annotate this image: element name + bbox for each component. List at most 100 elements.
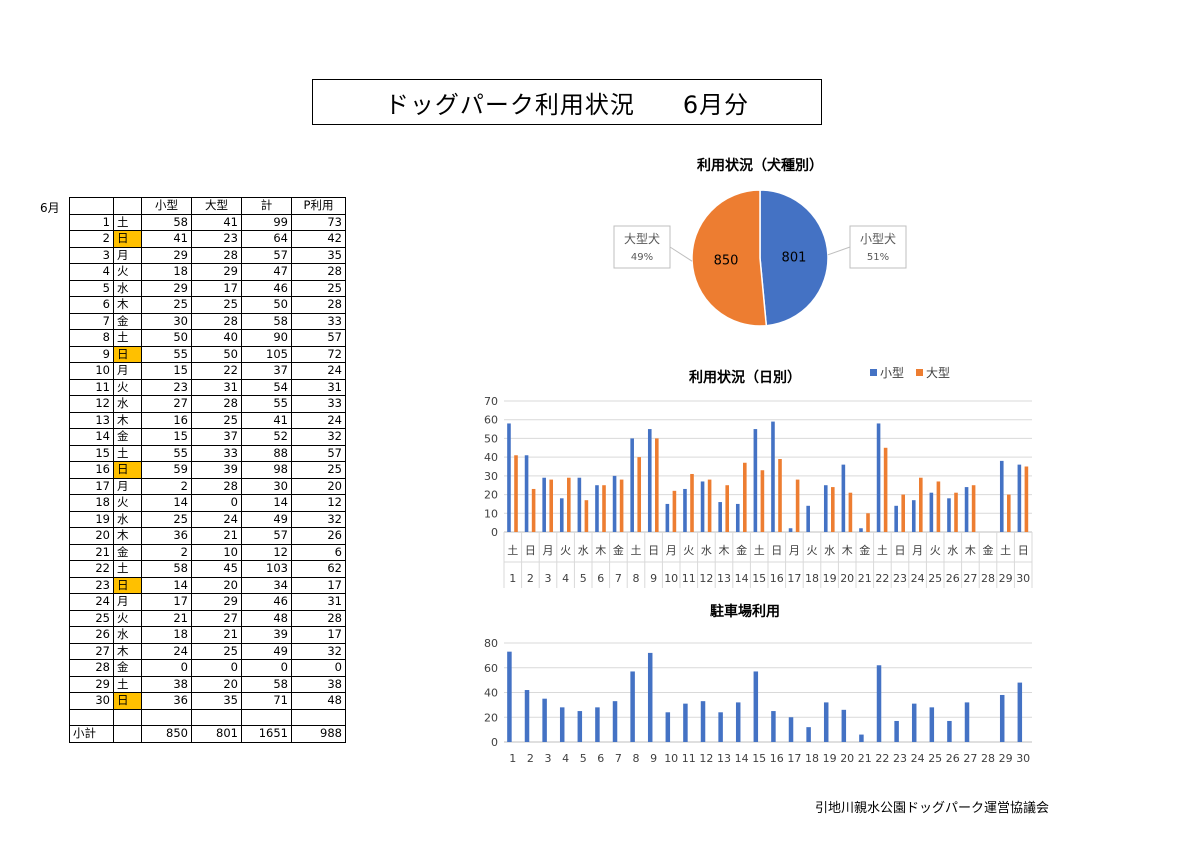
empty-cell [241, 708, 292, 726]
x-tick-label: 16 [770, 572, 784, 585]
x-weekday-label: 金 [859, 543, 870, 557]
bar-small [718, 502, 722, 532]
usage-table: 小型 大型計 P利用 1 土 58 41 99 73 2 日 41 23 64 42 3 月 29 28 57 35 4 火… [69, 197, 346, 743]
y-tick-label: 20 [484, 489, 498, 502]
bar-parking [876, 665, 882, 742]
parking-cell: 28 [291, 296, 346, 314]
x-tick-label: 16 [770, 752, 784, 765]
empty-cell [291, 708, 346, 726]
small-dog-cell: 36 [141, 527, 192, 545]
parking-cell: 28 [291, 263, 346, 281]
bar-large [725, 485, 730, 532]
weekday-cell: 日 [113, 345, 142, 363]
x-tick-label: 27 [963, 752, 977, 765]
small-dog-cell: 15 [141, 362, 192, 380]
bar-small [577, 477, 582, 532]
table-row: 17 月 2 28 30 20 [69, 477, 346, 495]
subtotal-large: 801 [191, 725, 242, 743]
x-weekday-label: 火 [683, 544, 694, 557]
x-tick-label: 25 [928, 752, 942, 765]
total-cell: 64 [241, 230, 292, 248]
small-dog-cell: 0 [141, 659, 192, 677]
table-row: 13 木 16 25 41 24 [69, 411, 346, 429]
bar-small [806, 505, 810, 532]
total-cell: 49 [241, 642, 292, 660]
legend-swatch [916, 369, 923, 376]
bar-small [876, 423, 881, 532]
large-dog-cell: 31 [191, 378, 242, 396]
bar-small [788, 528, 793, 532]
total-cell: 58 [241, 675, 292, 693]
total-cell: 37 [241, 362, 292, 380]
day-cell: 22 [69, 560, 114, 578]
bar-large [901, 494, 906, 532]
x-tick-label: 24 [911, 572, 925, 585]
parking-cell: 24 [291, 411, 346, 429]
weekday-cell: 月 [113, 593, 142, 611]
x-tick-label: 17 [787, 752, 801, 765]
parking-cell: 25 [291, 461, 346, 479]
x-tick-label: 25 [928, 572, 942, 585]
x-weekday-label: 日 [771, 544, 782, 557]
bar-parking [665, 712, 671, 742]
footer-organization: 引地川親水公園ドッグパーク運営協議会 [815, 801, 1050, 816]
parking-cell: 32 [291, 510, 346, 528]
bar-small [753, 429, 758, 532]
small-dog-cell: 38 [141, 675, 192, 693]
x-tick-label: 15 [752, 752, 766, 765]
parking-cell: 57 [291, 329, 346, 347]
total-cell: 103 [241, 560, 292, 578]
day-cell: 2 [69, 230, 114, 248]
table-row: 8 土 50 40 90 57 [69, 329, 346, 347]
bar-small [735, 503, 740, 532]
parking-cell: 73 [291, 213, 346, 231]
x-tick-label: 21 [858, 572, 872, 585]
table-row: 1 土 58 41 99 73 [69, 213, 346, 231]
pie-callout-box [613, 225, 671, 269]
large-dog-cell: 21 [191, 527, 242, 545]
x-weekday-label: 土 [1000, 544, 1011, 557]
weekday-cell: 土 [113, 444, 142, 462]
bar-parking [964, 702, 970, 742]
small-dog-cell: 55 [141, 345, 192, 363]
total-cell: 41 [241, 411, 292, 429]
small-dog-cell: 17 [141, 593, 192, 611]
weekday-cell: 火 [113, 494, 142, 512]
table-row: 10 月 15 22 37 24 [69, 362, 346, 380]
x-tick-label: 20 [840, 572, 854, 585]
y-tick-label: 40 [484, 451, 498, 464]
x-weekday-label: 金 [613, 543, 624, 557]
x-tick-label: 3 [545, 572, 552, 585]
table-row: 23 日 14 20 34 17 [69, 576, 346, 594]
y-tick-label: 0 [491, 736, 498, 749]
subtotal-total: 1651 [241, 725, 292, 743]
x-weekday-label: 水 [824, 544, 835, 557]
bar-parking [507, 651, 512, 742]
bar-parking [947, 720, 952, 742]
total-cell: 55 [241, 395, 292, 413]
table-row: 2 日 41 23 64 42 [69, 230, 346, 248]
day-cell: 16 [69, 461, 114, 479]
total-cell: 12 [241, 543, 292, 561]
total-cell: 54 [241, 378, 292, 396]
month-label: 6月 [40, 201, 60, 215]
empty-cell [113, 708, 142, 726]
x-tick-label: 5 [580, 752, 587, 765]
total-cell: 58 [241, 312, 292, 330]
x-weekday-label: 日 [525, 544, 536, 557]
bar-large [531, 488, 536, 532]
small-dog-cell: 58 [141, 560, 192, 578]
bar-parking [859, 734, 864, 742]
page-title: ドッグパーク利用状況 [384, 90, 635, 119]
x-tick-label: 18 [805, 752, 819, 765]
pie-callout-percent: 49% [631, 252, 653, 263]
bar-small [559, 498, 564, 532]
day-cell: 10 [69, 362, 114, 380]
bar-large [954, 492, 958, 532]
bar-large [514, 455, 518, 532]
bar-small [665, 503, 670, 532]
table-row: 27 木 24 25 49 32 [69, 642, 346, 660]
x-tick-label: 26 [946, 572, 960, 585]
parking-cell: 32 [291, 642, 346, 660]
parking-cell: 25 [291, 279, 346, 297]
